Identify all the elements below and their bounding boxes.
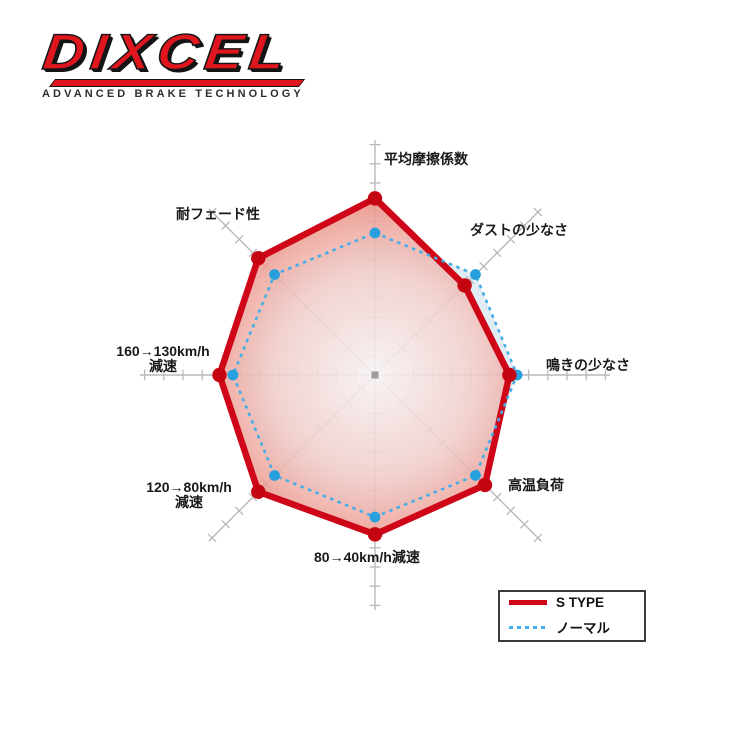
- normal-line-swatch: [509, 625, 547, 629]
- logo-subtitle: ADVANCED BRAKE TECHNOLOGY: [42, 88, 304, 100]
- axis-label-decel-120-80: 120→80km/h 減速: [146, 479, 232, 511]
- axis-label-low-dust: ダストの少なさ: [470, 222, 568, 238]
- axis-label-low-noise: 鳴きの少なさ: [546, 357, 630, 373]
- axis-label-friction-coefficient: 平均摩擦係数: [384, 151, 468, 167]
- axis-label-decel-80-40: 80→40km/h減速: [314, 549, 420, 565]
- legend-item-s-type: S TYPE: [509, 595, 635, 610]
- legend-item-normal: ノーマル: [509, 617, 635, 637]
- s-type-line-swatch: [509, 600, 547, 605]
- axis-label-fade-resistance: 耐フェード性: [176, 206, 260, 222]
- legend-label-normal: ノーマル: [556, 621, 610, 636]
- legend-label-s-type: S TYPE: [556, 595, 605, 610]
- dixcel-logo: DIXCEL ADVANCED BRAKE TECHNOLOGY: [39, 23, 330, 100]
- chart-legend: S TYPE ノーマル: [498, 590, 646, 642]
- axis-label-high-temp-load: 高温負荷: [508, 477, 564, 493]
- axis-label-decel-160-130: 160→130km/h 減速: [116, 343, 210, 375]
